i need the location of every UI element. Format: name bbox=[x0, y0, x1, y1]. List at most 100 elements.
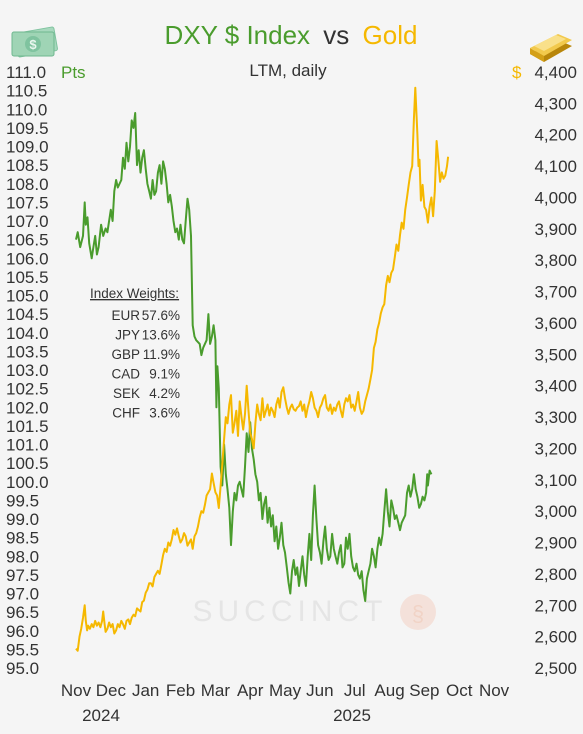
left-tick-label: 109.0 bbox=[6, 138, 49, 157]
right-tick-label: 2,900 bbox=[534, 534, 577, 553]
left-tick-label: 103.5 bbox=[6, 342, 49, 361]
right-tick-label: 3,400 bbox=[534, 377, 577, 396]
weight-currency: EUR bbox=[111, 308, 140, 323]
dollar-bills-icon: $ bbox=[11, 26, 58, 58]
left-tick-label: 99.5 bbox=[6, 491, 39, 510]
right-tick-label: 3,600 bbox=[534, 314, 577, 333]
left-tick-label: 107.0 bbox=[6, 212, 49, 231]
weight-currency: JPY bbox=[115, 328, 140, 343]
left-axis-unit: Pts bbox=[61, 63, 86, 82]
x-year-label: 2024 bbox=[82, 706, 120, 725]
dxy-series-line bbox=[75, 112, 433, 602]
left-tick-label: 108.0 bbox=[6, 175, 49, 194]
gold-series-line bbox=[75, 86, 450, 652]
title-vs: vs bbox=[323, 20, 349, 50]
right-tick-label: 2,500 bbox=[534, 659, 577, 678]
weight-percent: 11.9% bbox=[143, 347, 180, 362]
x-month-label: Jul bbox=[344, 681, 366, 700]
left-tick-label: 102.0 bbox=[6, 398, 49, 417]
left-tick-label: 98.5 bbox=[6, 529, 39, 548]
left-tick-label: 110.5 bbox=[6, 82, 47, 101]
weight-percent: 3.6% bbox=[149, 406, 180, 421]
right-tick-label: 3,100 bbox=[534, 471, 577, 490]
left-tick-label: 96.0 bbox=[6, 622, 39, 641]
right-tick-label: 3,500 bbox=[534, 345, 577, 364]
weight-percent: 57.6% bbox=[142, 308, 180, 323]
left-tick-label: 100.5 bbox=[6, 454, 49, 473]
left-tick-label: 97.0 bbox=[6, 585, 39, 604]
left-tick-label: 104.5 bbox=[6, 305, 49, 324]
x-month-label: Oct bbox=[446, 681, 473, 700]
x-month-label: Apr bbox=[237, 681, 264, 700]
right-tick-label: 4,000 bbox=[534, 188, 577, 207]
right-axis: 2,500 2,600 2,700 2,800 2,900 3,000 3,100 3,200… bbox=[512, 63, 577, 678]
right-tick-label: 3,200 bbox=[534, 439, 577, 458]
right-tick-label: 2,600 bbox=[534, 628, 577, 647]
svg-text:§: § bbox=[412, 601, 424, 626]
watermark-text: SUCCINCT bbox=[193, 595, 388, 628]
title-gold: Gold bbox=[363, 20, 418, 50]
weight-percent: 13.6% bbox=[142, 328, 180, 343]
chart-subtitle: LTM, daily bbox=[249, 61, 327, 80]
gold-bars-icon bbox=[530, 34, 572, 62]
left-tick-label: 95.5 bbox=[6, 640, 39, 659]
x-month-label: Feb bbox=[166, 681, 195, 700]
left-tick-label: 101.5 bbox=[6, 417, 49, 436]
left-tick-label: 96.5 bbox=[6, 603, 39, 622]
right-tick-label: 3,700 bbox=[534, 283, 577, 302]
x-month-label: Sep bbox=[409, 681, 439, 700]
watermark-logo-icon bbox=[400, 594, 436, 630]
left-tick-label: 107.5 bbox=[6, 193, 49, 212]
x-axis: Nov Dec Jan Feb Mar Apr May Jun Jul Aug Sep Oct Nov2… bbox=[61, 681, 510, 725]
right-tick-label: 4,300 bbox=[534, 94, 577, 113]
left-tick-label: 102.5 bbox=[6, 380, 49, 399]
left-tick-label: 100.0 bbox=[6, 473, 49, 492]
left-tick-label: 106.5 bbox=[6, 231, 49, 250]
weight-currency: GBP bbox=[111, 347, 140, 362]
right-tick-label: 4,100 bbox=[534, 157, 577, 176]
left-tick-label: 95.0 bbox=[6, 659, 39, 678]
x-month-label: Aug bbox=[374, 681, 404, 700]
right-axis-unit: $ bbox=[512, 63, 522, 82]
index-weights-heading: Index Weights: bbox=[90, 286, 179, 301]
left-tick-label: 104.0 bbox=[6, 324, 49, 343]
left-tick-label: 103.0 bbox=[6, 361, 49, 380]
weight-currency: SEK bbox=[113, 386, 140, 401]
watermark: SUCCINCT § bbox=[193, 594, 436, 630]
right-tick-label: 3,000 bbox=[534, 502, 577, 521]
right-tick-label: 4,400 bbox=[534, 63, 577, 82]
weight-currency: CHF bbox=[112, 406, 140, 421]
left-tick-label: 110.0 bbox=[6, 100, 47, 119]
weight-percent: 9.1% bbox=[149, 367, 180, 382]
title-dxy: DXY $ Index bbox=[165, 20, 311, 50]
plot-area bbox=[75, 86, 450, 652]
x-month-label: Nov bbox=[479, 681, 510, 700]
x-month-label: Nov bbox=[61, 681, 92, 700]
x-month-label: May bbox=[269, 681, 302, 700]
left-tick-label: 111.0 bbox=[6, 63, 46, 82]
svg-text:$: $ bbox=[29, 37, 37, 52]
left-axis: 95.095.596.096.597.097.598.098.599.099.5… bbox=[6, 63, 86, 678]
weight-percent: 4.2% bbox=[149, 386, 180, 401]
left-tick-label: 109.5 bbox=[6, 119, 49, 138]
right-tick-label: 3,800 bbox=[534, 251, 577, 270]
chart-title: DXY $ Index vs Gold bbox=[165, 20, 418, 50]
x-month-label: Mar bbox=[201, 681, 231, 700]
right-tick-label: 3,900 bbox=[534, 220, 577, 239]
left-tick-label: 97.5 bbox=[6, 566, 39, 585]
x-month-label: Jan bbox=[132, 681, 159, 700]
index-weights: Index Weights: EUR 57.6%JPY 13.6%GBP 11.9% C… bbox=[90, 286, 180, 421]
left-tick-label: 99.0 bbox=[6, 510, 39, 529]
left-tick-label: 105.0 bbox=[6, 287, 49, 306]
right-tick-label: 2,800 bbox=[534, 565, 577, 584]
right-tick-label: 2,700 bbox=[534, 596, 577, 615]
left-tick-label: 98.0 bbox=[6, 547, 39, 566]
x-month-label: Jun bbox=[306, 681, 333, 700]
x-month-label: Dec bbox=[96, 681, 127, 700]
x-year-label: 2025 bbox=[333, 706, 371, 725]
right-tick-label: 3,300 bbox=[534, 408, 577, 427]
left-tick-label: 105.5 bbox=[6, 268, 49, 287]
right-tick-label: 4,200 bbox=[534, 126, 577, 145]
left-tick-label: 108.5 bbox=[6, 156, 49, 175]
